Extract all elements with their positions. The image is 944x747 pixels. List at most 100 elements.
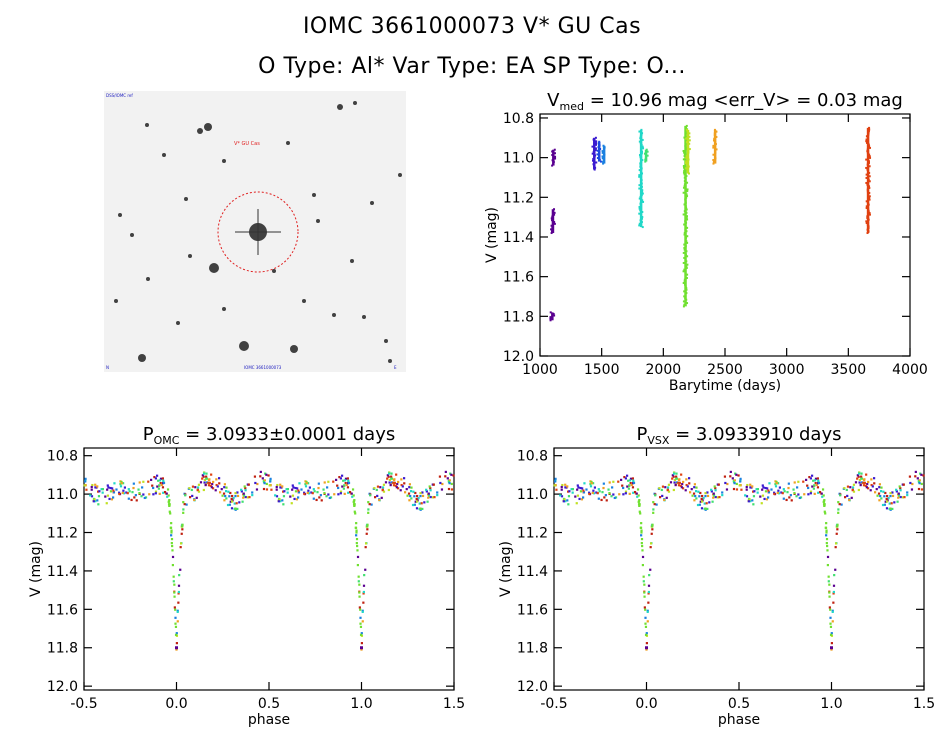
data-point bbox=[832, 584, 836, 587]
data-point bbox=[899, 495, 902, 499]
data-point bbox=[346, 477, 349, 480]
data-point bbox=[353, 510, 356, 513]
data-point bbox=[390, 481, 394, 484]
data-point bbox=[682, 480, 685, 484]
data-point bbox=[448, 479, 451, 482]
data-point bbox=[774, 483, 777, 486]
data-point bbox=[355, 534, 358, 537]
y-tick-label: 11.6 bbox=[503, 270, 534, 286]
data-point bbox=[174, 608, 177, 611]
data-point bbox=[641, 563, 644, 567]
data-point bbox=[355, 522, 358, 525]
data-point bbox=[118, 492, 121, 496]
data-point bbox=[639, 512, 642, 515]
data-point bbox=[132, 486, 135, 490]
data-point bbox=[688, 491, 692, 494]
data-point bbox=[822, 494, 825, 497]
data-point bbox=[647, 601, 650, 604]
data-point bbox=[553, 314, 556, 317]
data-point bbox=[830, 632, 833, 635]
data-point bbox=[852, 483, 856, 486]
data-point bbox=[388, 481, 391, 484]
data-point bbox=[889, 492, 892, 495]
data-point bbox=[899, 487, 902, 490]
data-point bbox=[693, 486, 696, 489]
data-point bbox=[123, 486, 127, 489]
data-point bbox=[159, 477, 163, 480]
data-point bbox=[182, 511, 185, 514]
data-point bbox=[233, 502, 236, 505]
data-point bbox=[744, 494, 747, 497]
data-point bbox=[184, 494, 187, 497]
data-point bbox=[897, 494, 901, 497]
data-point bbox=[640, 541, 643, 545]
data-point bbox=[777, 482, 780, 485]
data-point bbox=[436, 494, 439, 497]
data-point bbox=[789, 494, 792, 497]
data-point bbox=[683, 256, 686, 259]
data-point bbox=[807, 493, 810, 496]
data-point bbox=[339, 477, 342, 480]
data-point bbox=[152, 493, 155, 496]
y-tick-label: 11.0 bbox=[47, 487, 78, 503]
data-point bbox=[353, 499, 356, 502]
data-point bbox=[205, 472, 208, 475]
data-point bbox=[868, 165, 871, 168]
data-point bbox=[158, 492, 161, 495]
data-point bbox=[339, 490, 343, 493]
data-point bbox=[812, 479, 815, 482]
data-point bbox=[127, 497, 130, 500]
data-point bbox=[356, 544, 359, 548]
data-point bbox=[671, 477, 674, 480]
data-point bbox=[652, 501, 655, 504]
data-point bbox=[222, 492, 226, 495]
data-point bbox=[113, 482, 116, 485]
data-point bbox=[293, 497, 296, 501]
data-point bbox=[817, 491, 820, 494]
data-point bbox=[122, 492, 126, 495]
data-point bbox=[120, 482, 123, 485]
y-axis-label: V (mag) bbox=[28, 541, 44, 597]
data-point bbox=[307, 482, 310, 485]
data-point bbox=[640, 537, 644, 541]
data-point bbox=[265, 473, 268, 476]
data-point bbox=[395, 486, 398, 489]
data-point bbox=[185, 503, 188, 506]
data-point bbox=[857, 472, 861, 475]
data-point bbox=[733, 479, 736, 482]
data-point bbox=[834, 542, 838, 545]
x-tick-label: 0.0 bbox=[635, 696, 657, 712]
data-point bbox=[628, 484, 631, 487]
data-point bbox=[735, 482, 738, 486]
y-tick-label: 11.4 bbox=[517, 564, 548, 580]
data-point bbox=[830, 648, 833, 651]
target-label: V* GU Cas bbox=[234, 141, 260, 147]
data-point bbox=[646, 609, 649, 612]
data-point bbox=[589, 483, 592, 486]
data-point bbox=[799, 496, 803, 499]
data-point bbox=[210, 473, 213, 476]
data-point bbox=[234, 495, 237, 498]
data-point bbox=[718, 496, 721, 499]
data-point bbox=[240, 490, 243, 493]
finder-star bbox=[332, 313, 336, 317]
data-point bbox=[265, 482, 268, 486]
data-point bbox=[362, 584, 366, 587]
data-point bbox=[211, 487, 215, 490]
y-tick-label: 12.0 bbox=[503, 349, 534, 365]
data-point bbox=[638, 184, 641, 187]
data-point bbox=[686, 302, 689, 305]
data-point bbox=[840, 503, 843, 506]
data-point bbox=[682, 165, 685, 168]
y-tick-label: 10.8 bbox=[47, 449, 78, 465]
data-point bbox=[673, 478, 677, 482]
data-point bbox=[637, 500, 640, 503]
data-point bbox=[448, 482, 451, 485]
data-point bbox=[918, 482, 921, 485]
data-point bbox=[285, 488, 288, 491]
data-point bbox=[877, 492, 881, 495]
data-point bbox=[352, 500, 355, 503]
data-point bbox=[292, 486, 295, 489]
data-point bbox=[161, 486, 165, 489]
data-point bbox=[303, 492, 306, 496]
